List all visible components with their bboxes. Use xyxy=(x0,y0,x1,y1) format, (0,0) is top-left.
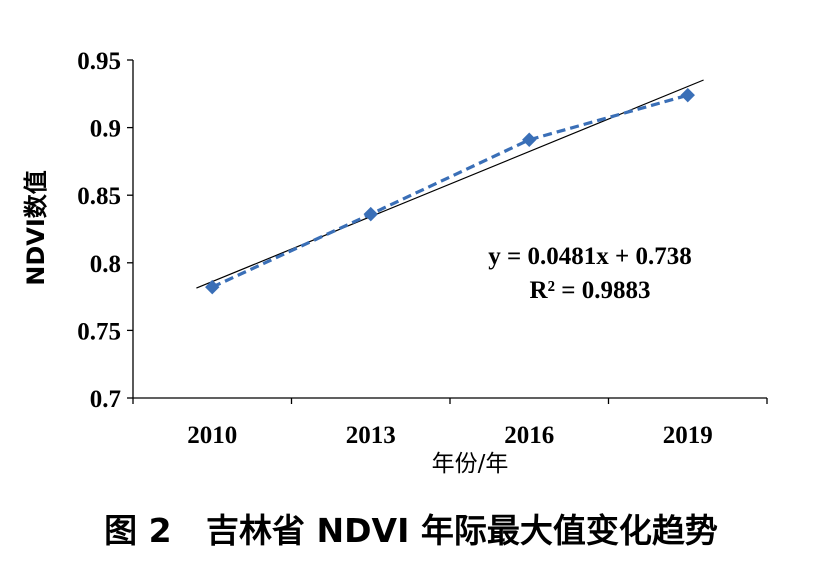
series-layer xyxy=(205,87,695,295)
r-squared-annotation: R² = 0.9883 xyxy=(529,277,650,304)
x-tick-label: 2013 xyxy=(346,422,396,449)
x-axis-label: 年份/年 xyxy=(432,451,509,477)
y-tick-label: 0.8 xyxy=(90,251,121,278)
figure-caption: 图 2 吉林省 NDVI 年际最大值变化趋势 xyxy=(104,511,718,550)
x-tick-label: 2016 xyxy=(504,422,554,449)
series-line xyxy=(211,93,689,289)
data-point-marker xyxy=(680,87,695,103)
y-tick-label: 0.7 xyxy=(90,386,121,413)
y-tick-label: 0.95 xyxy=(77,48,121,75)
data-point-marker xyxy=(522,132,537,147)
y-tick-label: 0.75 xyxy=(77,318,121,345)
y-tick-label: 0.9 xyxy=(90,116,121,143)
data-point-marker xyxy=(205,279,220,295)
y-axis-label: NDVI数值 xyxy=(22,170,50,286)
ndvi-line-chart: 0.7 0.75 0.8 0.85 0.9 0.95 2010 2013 2016 2019 ND… xyxy=(22,48,768,477)
axes xyxy=(127,59,768,404)
data-point-marker xyxy=(363,206,378,222)
x-tick-label: 2019 xyxy=(663,422,713,449)
x-tick-label: 2010 xyxy=(187,422,237,449)
y-tick-label: 0.85 xyxy=(77,183,121,210)
tick-labels: 0.7 0.75 0.8 0.85 0.9 0.95 2010 2013 2016 2019 xyxy=(77,48,713,449)
regression-equation: y = 0.0481x + 0.738 xyxy=(488,243,692,270)
